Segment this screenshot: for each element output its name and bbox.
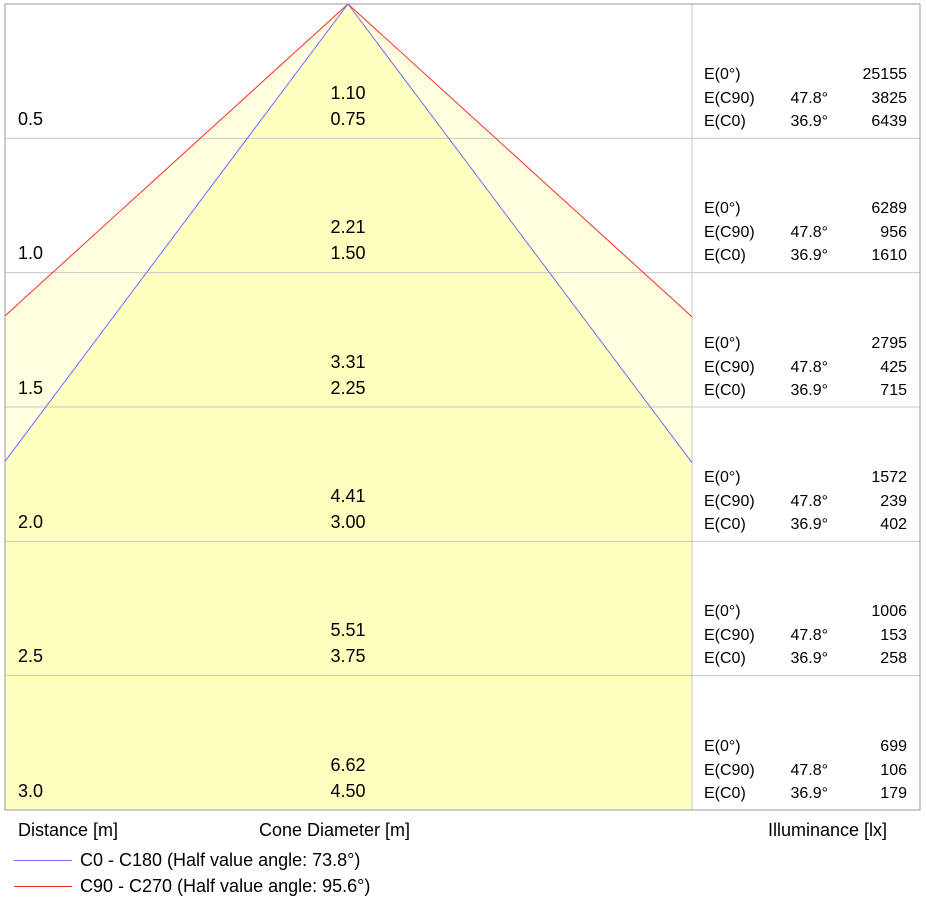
distance-axis-title: Distance [m] xyxy=(18,820,119,840)
legend-c0-label: C0 - C180 (Half value angle: 73.8°) xyxy=(80,849,361,870)
illuminance-ec90-label: E(C90) xyxy=(704,90,755,107)
illuminance-e0-value: 2795 xyxy=(871,334,907,352)
illuminance-ec0-value: 6439 xyxy=(871,113,907,130)
illuminance-ec0-value: 715 xyxy=(880,381,907,399)
illuminance-ec0-angle: 36.9° xyxy=(790,516,828,533)
illuminance-ec0-value: 258 xyxy=(880,650,907,668)
illuminance-e0-value: 1572 xyxy=(871,469,907,486)
illuminance-e0-label: E(0°) xyxy=(704,469,741,486)
illuminance-e0-value: 25155 xyxy=(862,66,908,83)
illuminance-ec90-angle: 47.8° xyxy=(790,761,828,779)
illuminance-ec90-angle: 47.8° xyxy=(790,90,828,107)
illuminance-ec0-label: E(C0) xyxy=(704,784,746,802)
illuminance-ec90-value: 425 xyxy=(880,358,907,376)
illuminance-ec90-angle: 47.8° xyxy=(790,493,828,510)
distance-label: 1.5 xyxy=(18,377,44,398)
chart-border xyxy=(4,3,921,811)
distance-label: 3.0 xyxy=(18,780,44,801)
cone-c0-right-edge xyxy=(347,3,693,463)
illuminance-ec90-value: 3825 xyxy=(871,90,907,107)
distance-label: 0.5 xyxy=(18,109,44,129)
cone-c90-right-edge xyxy=(347,3,693,318)
legend-c0-c180: C0 - C180 (Half value angle: 73.8°) xyxy=(14,848,360,872)
illuminance-ec90-label: E(C90) xyxy=(704,761,755,779)
illuminance-ec0-label: E(C0) xyxy=(704,516,746,533)
illuminance-axis-title: Illuminance [lx] xyxy=(768,820,888,840)
distance-label: 2.0 xyxy=(18,512,44,532)
illuminance-e0-label: E(0°) xyxy=(704,200,741,218)
illuminance-ec90-label: E(C90) xyxy=(704,358,755,376)
cone-diameter-c90: 6.62 xyxy=(330,754,366,775)
cone-diameter-c0: 1.50 xyxy=(330,243,366,264)
illuminance-ec90-value: 106 xyxy=(880,761,907,779)
illuminance-ec0-angle: 36.9° xyxy=(790,113,828,130)
illuminance-ec90-value: 956 xyxy=(880,224,907,242)
illuminance-ec90-angle: 47.8° xyxy=(790,224,828,242)
illuminance-ec0-angle: 36.9° xyxy=(790,650,828,668)
illuminance-e0-label: E(0°) xyxy=(704,334,741,352)
illuminance-ec90-label: E(C90) xyxy=(704,224,755,242)
illuminance-ec90-label: E(C90) xyxy=(704,627,755,645)
cone-diameter-c0: 0.75 xyxy=(330,109,366,129)
illuminance-ec0-angle: 36.9° xyxy=(790,784,828,802)
cone-diameter-c90: 2.21 xyxy=(330,217,366,238)
illuminance-e0-value: 6289 xyxy=(871,200,907,218)
cone-diameter-c0: 4.50 xyxy=(330,780,366,801)
illuminance-ec90-angle: 47.8° xyxy=(790,627,828,645)
cone-diameter-c90: 5.51 xyxy=(330,620,366,641)
illuminance-e0-value: 1006 xyxy=(871,603,907,621)
cone-diameter-axis-title: Cone Diameter [m] xyxy=(259,820,411,840)
legend-c90-c270: C90 - C270 (Half value angle: 95.6°) xyxy=(14,874,370,898)
cone-c90-left-edge xyxy=(4,3,349,317)
illuminance-e0-label: E(0°) xyxy=(704,737,741,755)
cone-diameter-c90: 3.31 xyxy=(330,351,366,372)
illuminance-ec90-label: E(C90) xyxy=(704,493,755,510)
illuminance-ec0-angle: 36.9° xyxy=(790,381,828,399)
cone-diameter-c90: 4.41 xyxy=(330,486,366,506)
legend-c90-line xyxy=(14,885,72,887)
illuminance-ec0-label: E(C0) xyxy=(704,381,746,399)
illuminance-ec0-label: E(C0) xyxy=(704,650,746,668)
cone-diameter-c90: 1.10 xyxy=(330,83,366,103)
cone-diameter-c0: 3.75 xyxy=(330,646,366,667)
illuminance-ec90-value: 153 xyxy=(880,627,907,645)
cone-diameter-c0: 3.00 xyxy=(330,512,366,532)
illuminance-ec90-value: 239 xyxy=(880,493,907,510)
distance-label: 2.5 xyxy=(18,646,44,667)
illuminance-ec0-value: 402 xyxy=(880,516,907,533)
distance-label: 1.0 xyxy=(18,243,44,264)
illuminance-ec90-angle: 47.8° xyxy=(790,358,828,376)
illuminance-ec0-value: 179 xyxy=(880,784,907,802)
cone-diameter-c0: 2.25 xyxy=(330,377,366,398)
illuminance-ec0-value: 1610 xyxy=(871,247,907,265)
illuminance-ec0-label: E(C0) xyxy=(704,113,746,130)
illuminance-e0-label: E(0°) xyxy=(704,66,741,83)
illuminance-e0-label: E(0°) xyxy=(704,603,741,621)
illuminance-ec0-angle: 36.9° xyxy=(790,247,828,265)
illuminance-e0-value: 699 xyxy=(880,737,907,755)
legend-c90-label: C90 - C270 (Half value angle: 95.6°) xyxy=(80,875,371,896)
cone-c0-left-edge xyxy=(4,3,349,462)
illuminance-ec0-label: E(C0) xyxy=(704,247,746,265)
legend-c0-line xyxy=(14,859,72,861)
